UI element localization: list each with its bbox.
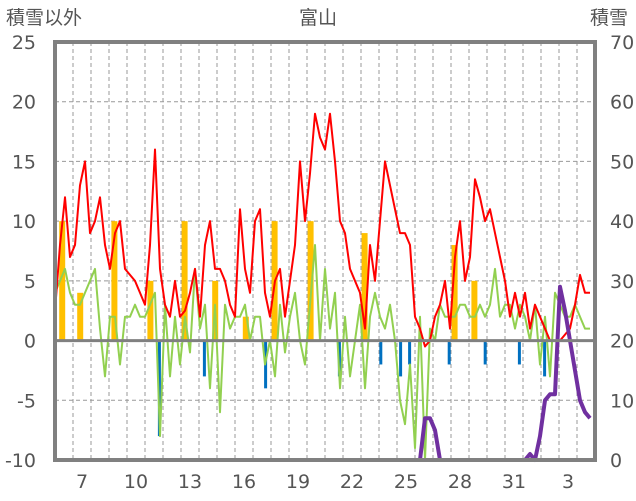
x-tick-label: 3 bbox=[562, 471, 574, 493]
orange-bar bbox=[361, 233, 368, 341]
orange-bar bbox=[147, 280, 154, 341]
blue-bar bbox=[408, 340, 412, 365]
x-tick-label: 7 bbox=[76, 471, 88, 493]
lines bbox=[54, 112, 592, 462]
chart-title: 富山 bbox=[299, 7, 337, 29]
left-axis-label: 積雪以外 bbox=[6, 7, 82, 29]
x-tick-label: 10 bbox=[124, 471, 148, 493]
right-tick-label: 40 bbox=[610, 211, 634, 233]
left-tick-label: 0 bbox=[24, 331, 36, 353]
orange-bar bbox=[242, 316, 249, 341]
frame bbox=[53, 40, 597, 462]
right-tick-label: 0 bbox=[610, 450, 622, 472]
left-tick-label: -5 bbox=[17, 390, 36, 412]
x-tick-label: 28 bbox=[448, 471, 472, 493]
x-tick-label: 22 bbox=[340, 471, 364, 493]
orange-bar bbox=[77, 292, 84, 341]
orange-bar bbox=[111, 221, 118, 341]
left-tick-label: 10 bbox=[12, 211, 36, 233]
blue-bar bbox=[447, 340, 451, 365]
blue-bar bbox=[399, 340, 403, 377]
right-axis-label: 積雪 bbox=[590, 7, 628, 29]
left-tick-label: 15 bbox=[12, 151, 36, 173]
x-tick-label: 31 bbox=[502, 471, 526, 493]
right-tick-label: 10 bbox=[610, 390, 634, 412]
blue-bar bbox=[543, 340, 547, 377]
orange-bar bbox=[471, 280, 478, 341]
red-series-line bbox=[54, 112, 590, 348]
plot-frame bbox=[53, 40, 597, 462]
right-tick-label: 50 bbox=[610, 151, 634, 173]
blue-bar bbox=[379, 340, 383, 365]
orange-bar bbox=[451, 245, 458, 341]
right-tick-label: 30 bbox=[610, 271, 634, 293]
x-tick-label: 19 bbox=[286, 471, 310, 493]
blue-bar bbox=[202, 340, 206, 377]
x-tick-label: 16 bbox=[232, 471, 256, 493]
blue-bar bbox=[517, 340, 521, 365]
orange-bar bbox=[181, 221, 188, 341]
left-tick-label: -10 bbox=[5, 450, 36, 472]
blue-bar bbox=[157, 340, 161, 437]
orange-bar bbox=[59, 221, 66, 341]
bars bbox=[59, 221, 547, 437]
right-tick-label: 70 bbox=[610, 32, 634, 54]
blue-bar bbox=[483, 340, 487, 365]
left-tick-label: 20 bbox=[12, 92, 36, 114]
right-tick-label: 20 bbox=[610, 331, 634, 353]
orange-bar bbox=[307, 221, 314, 341]
left-tick-label: 25 bbox=[12, 32, 36, 54]
green-series-line bbox=[54, 244, 590, 461]
grid bbox=[55, 42, 595, 460]
x-tick-label: 25 bbox=[394, 471, 418, 493]
x-tick-label: 13 bbox=[178, 471, 202, 493]
left-tick-label: 5 bbox=[24, 271, 36, 293]
right-tick-label: 60 bbox=[610, 92, 634, 114]
